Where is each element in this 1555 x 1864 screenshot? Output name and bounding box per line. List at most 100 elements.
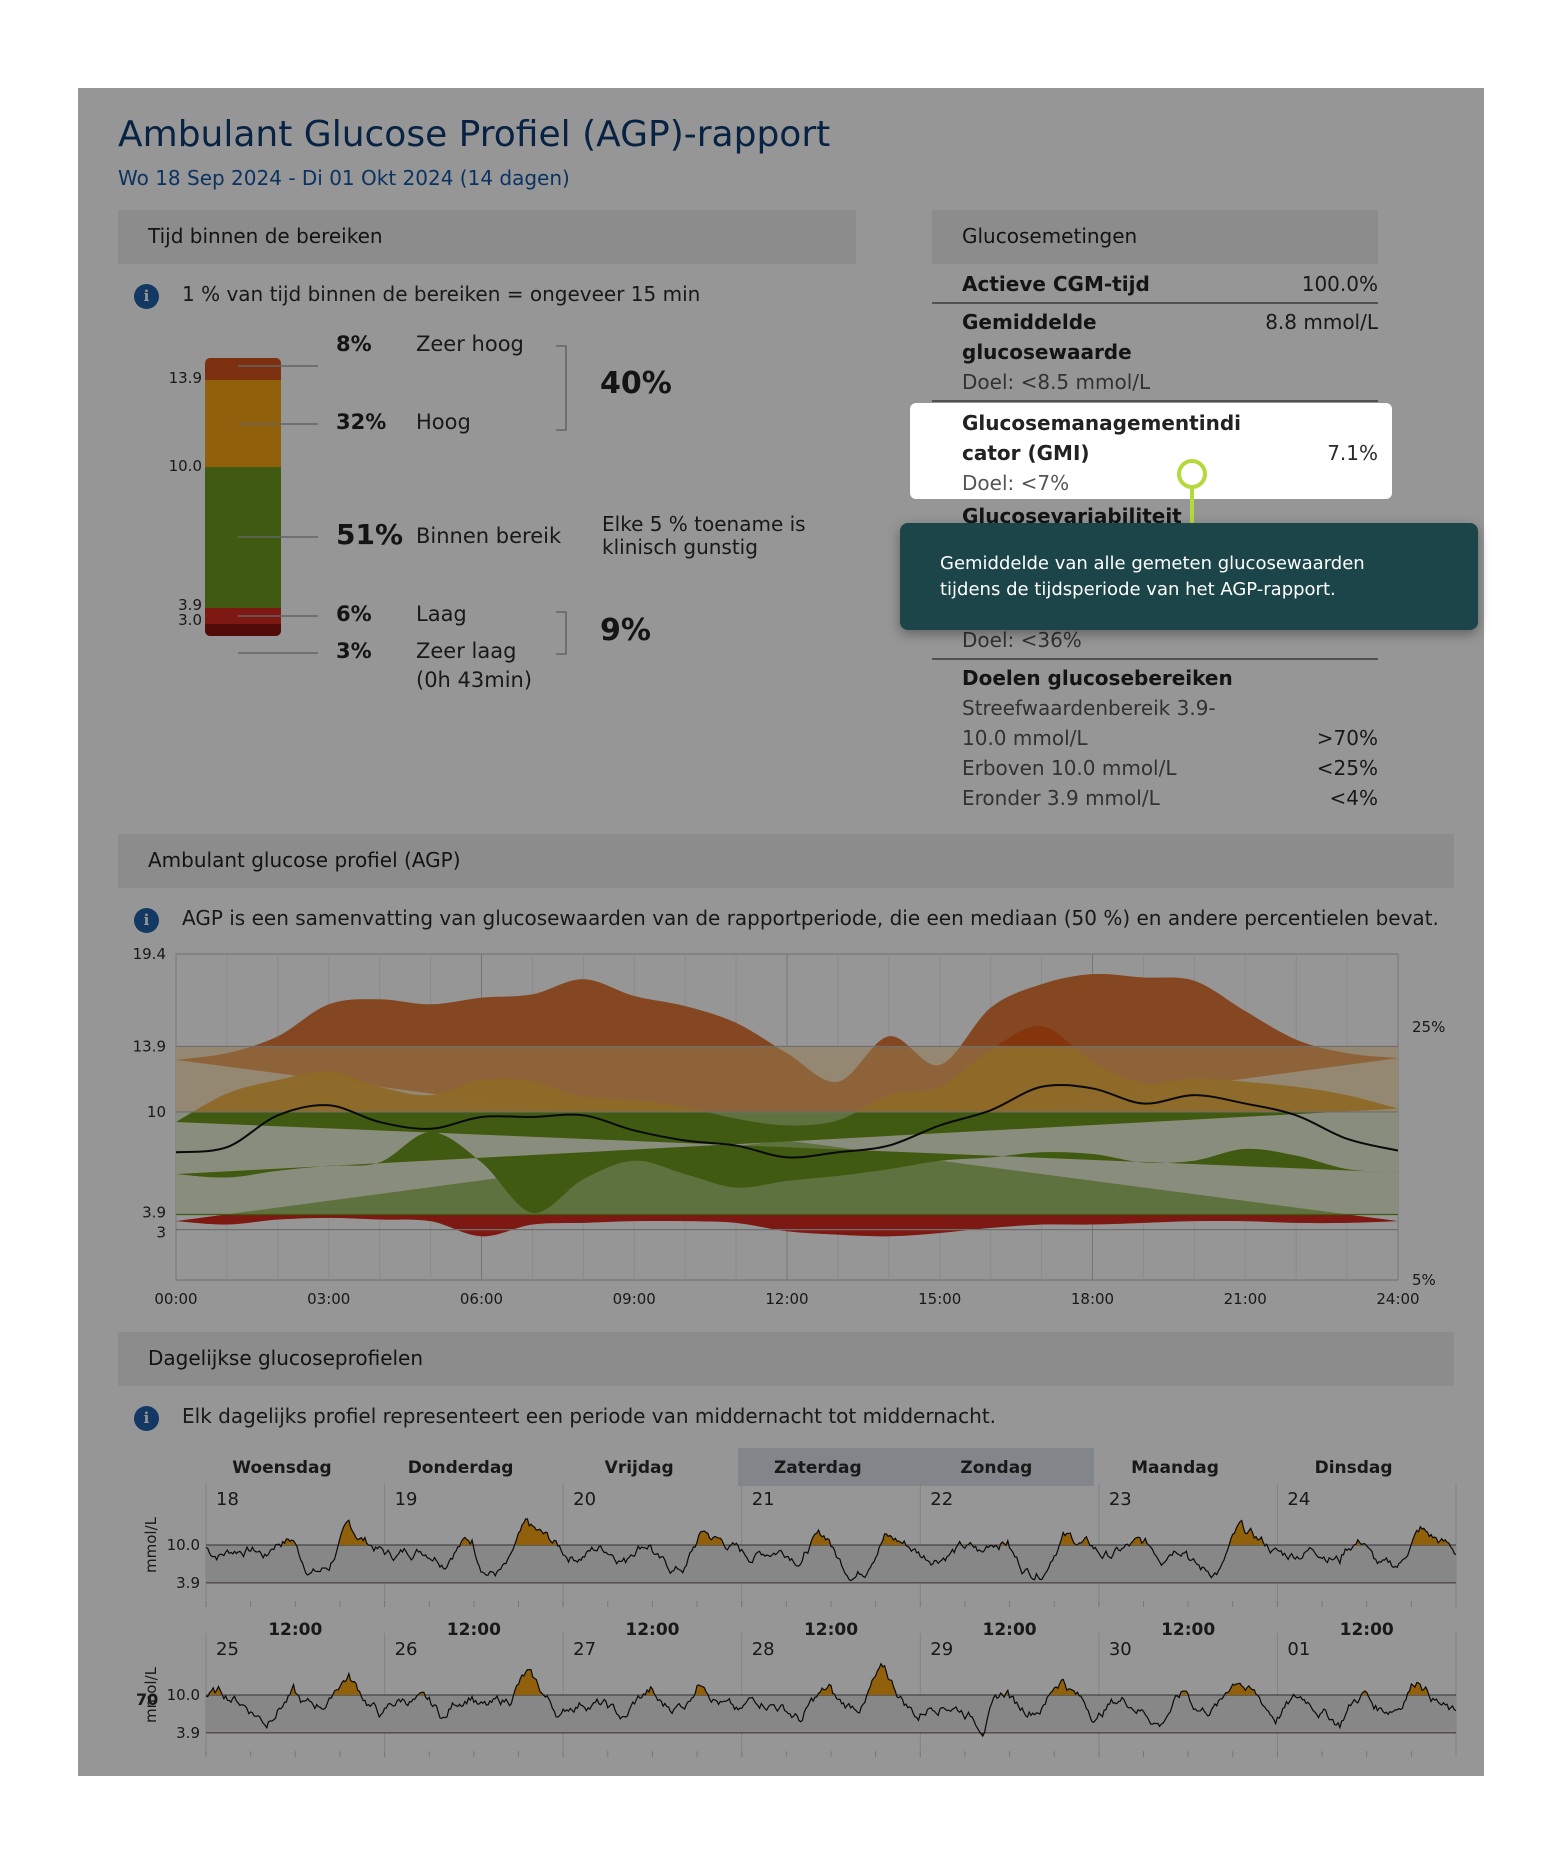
bar-tick-3-0: 3.0	[178, 611, 202, 629]
info-icon: i	[134, 284, 159, 309]
low-label: Laag	[416, 602, 467, 626]
day-number: 25	[216, 1639, 239, 1660]
very-high-pct: 8%	[336, 332, 372, 356]
agp-right-label-5: 5%	[1412, 1271, 1436, 1289]
weekday-label: Vrijdag	[604, 1458, 674, 1478]
side-number: 70	[136, 1690, 158, 1709]
very-low-pct: 3%	[336, 639, 372, 663]
bar-tick-10-0: 10.0	[168, 457, 202, 475]
glucose-section-header: Glucosemetingen	[932, 210, 1378, 264]
agp-y-tick: 13.9	[133, 1037, 166, 1055]
very-low-label: Zeer laag	[416, 639, 517, 663]
agp-x-tick: 24:00	[1376, 1290, 1419, 1308]
agp-x-tick: 18:00	[1071, 1290, 1114, 1308]
target-ranges-label: Doelen glucosebereiken	[962, 666, 1233, 690]
day-number: 30	[1109, 1639, 1132, 1660]
target-range-line2: 10.0 mmol/L	[962, 726, 1088, 750]
day-number: 26	[395, 1639, 418, 1660]
divider	[932, 400, 1378, 402]
target-note-line2: klinisch gunstig	[602, 535, 758, 559]
day-number: 23	[1109, 1489, 1132, 1510]
gmi-value: 7.1%	[1327, 441, 1378, 465]
target-note-line1: Elke 5 % toename is	[602, 512, 806, 536]
weekday-label: Zaterdag	[773, 1458, 862, 1478]
noon-label: 12:00	[625, 1620, 679, 1640]
daily-trace	[205, 1662, 1457, 1738]
noon-label: 12:00	[447, 1620, 501, 1640]
day-number: 24	[1287, 1489, 1310, 1510]
in-range-label: Binnen bereik	[416, 524, 562, 548]
agp-y-tick: 19.4	[133, 948, 166, 963]
agp-report: Ambulant Glucose Profiel (AGP)-rapport W…	[78, 88, 1484, 1776]
bar-tick-13-9: 13.9	[168, 369, 202, 387]
day-number: 18	[216, 1489, 239, 1510]
agp-x-tick: 06:00	[460, 1290, 503, 1308]
target-range-line1: Streefwaardenbereik 3.9-	[962, 696, 1216, 720]
agp-right-label-25: 25%	[1412, 1018, 1445, 1036]
high-total-pct: 40%	[600, 366, 672, 401]
daily-y-label: mmol/L	[142, 1666, 160, 1723]
below-range-value: <4%	[1329, 786, 1379, 810]
agp-y-tick: 10	[147, 1103, 166, 1121]
tooltip-pointer-line	[1190, 489, 1194, 525]
daily-above-fill	[206, 1518, 1456, 1545]
agp-band-25-75-in-range	[176, 1111, 1398, 1213]
gmi-goal: Doel: <7%	[962, 471, 1070, 495]
noon-label: 12:00	[1340, 1620, 1394, 1640]
target-range-value: >70%	[1316, 726, 1378, 750]
very-low-segment	[205, 624, 281, 636]
agp-section-header: Ambulant glucose profiel (AGP)	[118, 834, 1454, 888]
very-high-label: Zeer hoog	[416, 332, 524, 356]
agp-y-tick: 3.9	[142, 1203, 166, 1221]
day-number: 20	[573, 1489, 596, 1510]
cgm-time-value: 100.0%	[1301, 272, 1378, 296]
mean-glucose-value: 8.8 mmol/L	[1265, 310, 1378, 334]
tir-section-header: Tijd binnen de bereiken	[118, 210, 856, 264]
gmi-tooltip: Gemiddelde van alle gemeten glucosewaard…	[900, 523, 1478, 630]
daily-week-row: 18 19 20 21 22 23 24 10.0 3.9 mmol/L 12:00 12:00 12:…	[142, 1483, 1457, 1640]
high-pct: 32%	[336, 410, 387, 434]
daily-y-tick: 3.9	[176, 1724, 200, 1742]
weekday-label: Donderdag	[407, 1458, 514, 1478]
day-number: 01	[1287, 1639, 1310, 1660]
variability-goal: Doel: <36%	[962, 628, 1082, 652]
mean-glucose-label-1: Gemiddelde	[962, 310, 1097, 334]
agp-x-tick: 15:00	[918, 1290, 961, 1308]
above-range-value: <25%	[1316, 756, 1378, 780]
below-range-label: Eronder 3.9 mmol/L	[962, 786, 1160, 810]
divider	[932, 658, 1378, 660]
weekday-label: Zondag	[960, 1458, 1033, 1478]
weekday-label: Dinsdag	[1314, 1458, 1393, 1478]
agp-info-text: AGP is een samenvatting van glucosewaard…	[182, 906, 1439, 930]
weekday-header-row: Woensdag Donderdag Vrijdag Zaterdag Zondag Ma…	[193, 1458, 1443, 1486]
daily-y-tick: 10.0	[167, 1686, 200, 1704]
cgm-time-label: Actieve CGM-tijd	[962, 272, 1150, 296]
noon-label: 12:00	[268, 1620, 322, 1640]
mean-glucose-label-2: glucosewaarde	[962, 340, 1132, 364]
weekday-label: Maandag	[1131, 1458, 1219, 1478]
divider	[932, 302, 1378, 304]
info-icon: i	[134, 908, 159, 933]
agp-median-line	[176, 1083, 1398, 1159]
very-low-duration: (0h 43min)	[416, 668, 533, 692]
agp-x-tick: 21:00	[1224, 1290, 1267, 1308]
tir-info-text: 1 % van tijd binnen de bereiken = ongeve…	[182, 282, 701, 306]
day-number: 27	[573, 1639, 596, 1660]
day-number: 21	[752, 1489, 775, 1510]
low-pct: 6%	[336, 602, 372, 626]
agp-x-tick: 09:00	[613, 1290, 656, 1308]
agp-band-low	[176, 1214, 1398, 1237]
tooltip-anchor-ring[interactable]	[1177, 459, 1207, 489]
weekday-label: Woensdag	[232, 1458, 332, 1478]
daily-y-label: mmol/L	[142, 1516, 160, 1573]
noon-label: 12:00	[983, 1620, 1037, 1640]
agp-x-axis: 00:00 03:00 06:00 09:00 12:00 15:00 18:00 21:00…	[154, 1290, 1419, 1308]
tooltip-line1: Gemiddelde van alle gemeten glucosewaard…	[940, 553, 1365, 574]
day-number: 28	[752, 1639, 775, 1660]
daily-section-header: Dagelijkse glucoseprofielen	[118, 1332, 1454, 1386]
agp-y-tick: 3	[156, 1224, 166, 1242]
very-high-segment	[205, 358, 281, 380]
weekend-highlight	[738, 1448, 1094, 1486]
gmi-label-1: Glucosemanagementindi	[962, 411, 1241, 435]
low-total-pct: 9%	[600, 613, 651, 648]
